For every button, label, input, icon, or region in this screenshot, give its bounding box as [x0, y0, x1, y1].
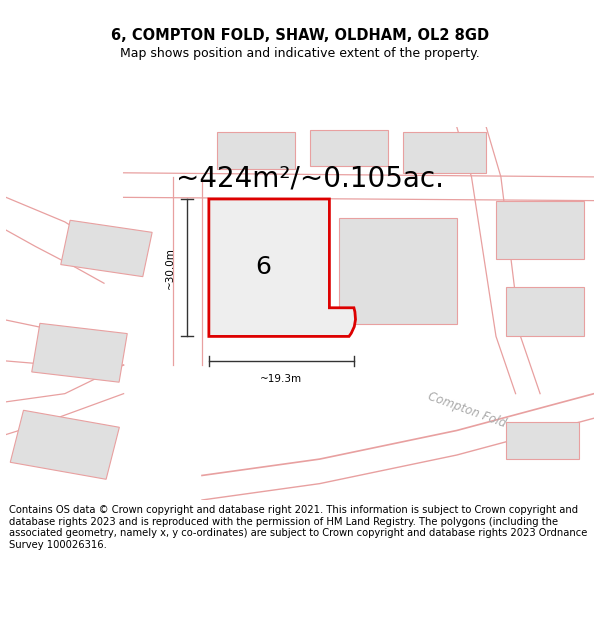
Text: ~19.3m: ~19.3m [260, 374, 302, 384]
Text: ~30.0m: ~30.0m [164, 247, 175, 289]
Text: 6, COMPTON FOLD, SHAW, OLDHAM, OL2 8GD: 6, COMPTON FOLD, SHAW, OLDHAM, OL2 8GD [111, 28, 489, 43]
Bar [506, 422, 580, 459]
Bar [217, 132, 295, 169]
PathPatch shape [209, 199, 356, 336]
Text: Contains OS data © Crown copyright and database right 2021. This information is : Contains OS data © Crown copyright and d… [9, 505, 587, 550]
Bar [10, 410, 119, 479]
Text: ~424m²/~0.105ac.: ~424m²/~0.105ac. [176, 164, 444, 192]
Bar [506, 288, 584, 336]
Bar [403, 132, 486, 173]
Bar [32, 323, 127, 382]
Bar [496, 201, 584, 259]
Text: Compton Fold: Compton Fold [425, 390, 508, 430]
Bar [310, 130, 388, 166]
Text: Map shows position and indicative extent of the property.: Map shows position and indicative extent… [120, 47, 480, 60]
Bar [339, 217, 457, 324]
Text: 6: 6 [255, 255, 271, 279]
Bar [61, 220, 152, 277]
